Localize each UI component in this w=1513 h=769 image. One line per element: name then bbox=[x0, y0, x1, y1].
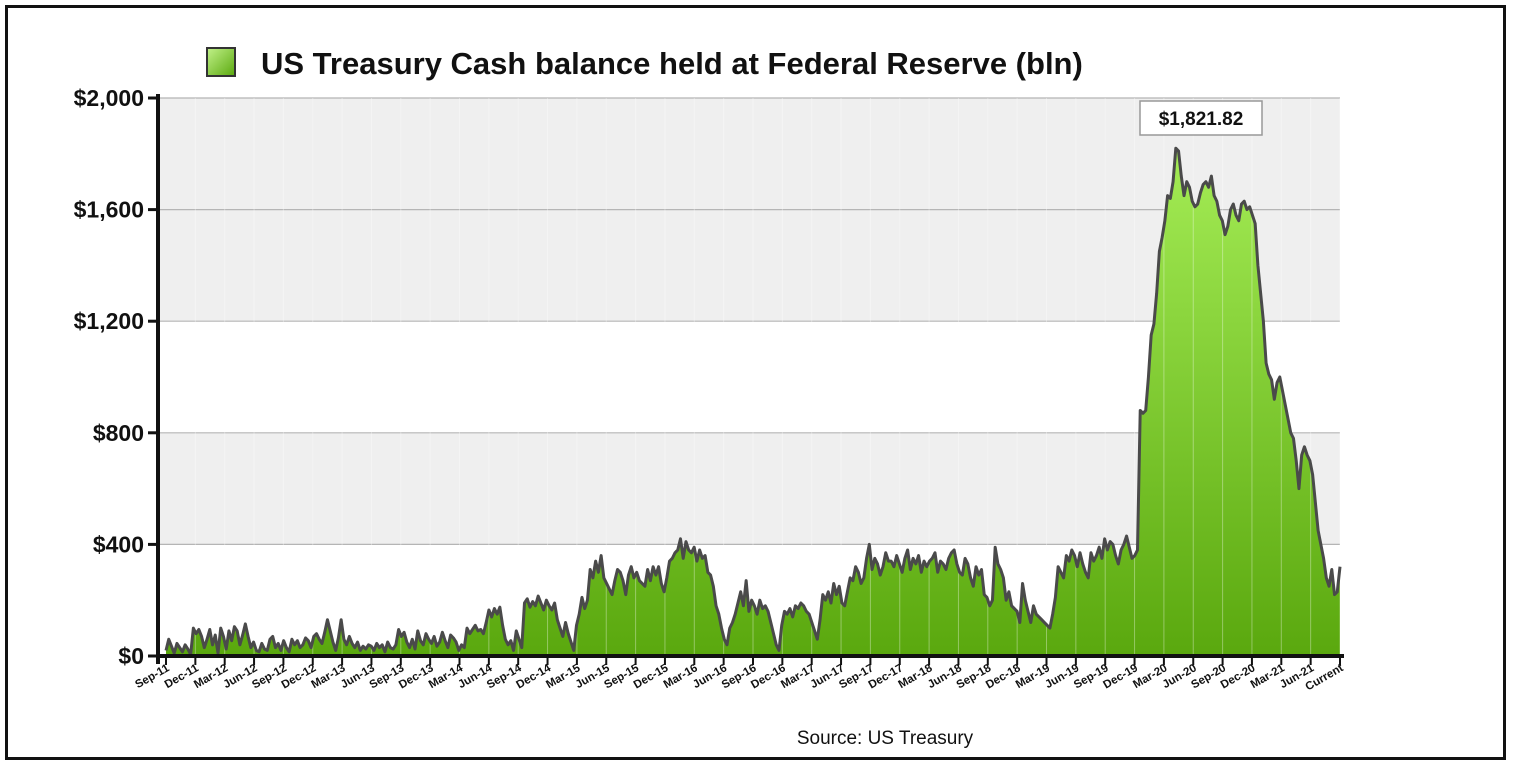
peak-label-box bbox=[1139, 100, 1263, 136]
y-axis-ticks: $0 $400 $800 $1,200 $1,600 $2,000 bbox=[74, 85, 144, 669]
y-tick-label: $800 bbox=[93, 420, 144, 446]
axes bbox=[148, 94, 1344, 665]
peak-annotation: $1,821.82 bbox=[1139, 100, 1263, 136]
source-note: Source: US Treasury bbox=[797, 728, 974, 749]
x-axis-ticks: Sep-11Dec-11Mar-12Jun-12Sep-12Dec-12Mar-… bbox=[133, 662, 1345, 693]
chart-title: US Treasury Cash balance held at Federal… bbox=[261, 46, 1083, 81]
peak-label: $1,821.82 bbox=[1159, 109, 1244, 130]
chart-frame: US Treasury Cash balance held at Federal… bbox=[5, 5, 1506, 760]
y-tick-label: $2,000 bbox=[74, 85, 144, 111]
legend-swatch bbox=[206, 47, 236, 77]
series-area bbox=[166, 148, 1340, 656]
series-line bbox=[164, 146, 1342, 657]
series-layer bbox=[164, 98, 1342, 657]
y-tick-label: $400 bbox=[93, 531, 144, 557]
y-tick-label: $0 bbox=[118, 643, 144, 669]
y-tick-label: $1,200 bbox=[74, 308, 144, 334]
chart-canvas: US Treasury Cash balance held at Federal… bbox=[74, 46, 1346, 749]
y-tick-label: $1,600 bbox=[74, 197, 144, 223]
plot-band bbox=[158, 209, 1340, 322]
